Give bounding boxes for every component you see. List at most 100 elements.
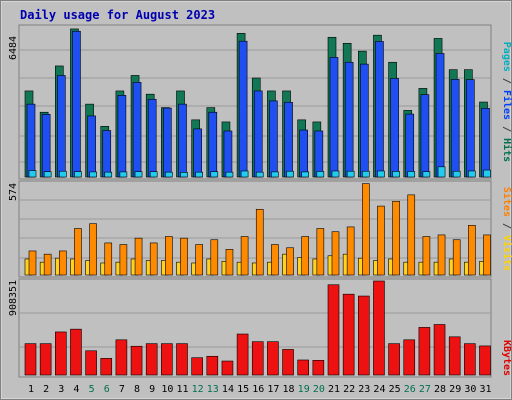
- bar-pages-day-2: [43, 171, 52, 178]
- bar-files-day-24: [375, 41, 384, 178]
- bar-pages-day-31: [483, 169, 491, 178]
- panel-hits-ymax-label: 6484: [8, 36, 19, 60]
- bar-kbytes-day-21: [327, 284, 340, 376]
- bar-pages-day-6: [104, 171, 113, 178]
- bar-files-day-30: [466, 79, 475, 178]
- bar-sites-day-10: [165, 236, 173, 276]
- bar-kbytes-day-2: [39, 343, 52, 376]
- bar-files-day-22: [344, 61, 354, 178]
- bar-files-day-21: [329, 57, 339, 178]
- bar-sites-day-22: [346, 226, 355, 276]
- bar-sites-day-24: [377, 205, 385, 276]
- bar-kbytes-day-19: [297, 359, 310, 376]
- bar-pages-day-26: [407, 171, 416, 178]
- bar-kbytes-day-12: [191, 357, 203, 376]
- bar-sites-day-19: [301, 236, 310, 276]
- bar-files-day-2: [41, 114, 51, 178]
- bar-pages-day-22: [346, 170, 355, 178]
- bar-kbytes-day-31: [479, 345, 491, 376]
- bar-pages-day-30: [468, 170, 476, 178]
- bar-pages-day-19: [301, 171, 310, 178]
- x-tick-label-8: 8: [134, 384, 140, 395]
- bar-sites-day-14: [225, 249, 234, 276]
- bar-kbytes-day-16: [251, 341, 264, 376]
- bar-kbytes-day-22: [342, 293, 355, 376]
- bar-kbytes-day-17: [267, 341, 279, 376]
- bar-kbytes-day-9: [145, 343, 158, 376]
- bar-sites-day-1: [28, 250, 37, 276]
- bar-kbytes-day-7: [115, 339, 128, 376]
- bar-pages-day-21: [331, 170, 340, 178]
- panel-hits-legend: Pages / Files / Hits: [501, 42, 512, 162]
- bar-files-day-28: [435, 53, 445, 178]
- bar-kbytes-day-13: [206, 355, 219, 376]
- x-tick-label-27: 27: [419, 384, 431, 395]
- x-tick-label-12: 12: [192, 384, 204, 395]
- x-tick-label-16: 16: [252, 384, 264, 395]
- bar-pages-day-7: [119, 171, 128, 178]
- x-tick-label-4: 4: [73, 384, 79, 395]
- bar-files-day-11: [178, 103, 187, 178]
- x-tick-label-3: 3: [58, 384, 64, 395]
- x-tick-label-24: 24: [373, 384, 385, 395]
- x-axis-labels: 1 2 3 4 5 6 7 8 9 10 11 12 13 14 15 16 17 18 19 20 21 22 23 24 2…: [28, 384, 492, 395]
- bar-files-day-29: [450, 79, 460, 178]
- bar-pages-day-16: [255, 171, 264, 178]
- bar-sites-day-25: [392, 200, 400, 276]
- bar-kbytes-day-6: [100, 358, 113, 376]
- bar-kbytes-day-15: [236, 333, 249, 376]
- bar-sites-day-18: [286, 247, 294, 276]
- x-tick-label-11: 11: [176, 384, 188, 395]
- bar-files-day-1: [26, 103, 36, 178]
- bar-sites-day-12: [195, 244, 203, 276]
- bar-files-day-25: [390, 78, 399, 178]
- bar-sites-day-28: [437, 234, 446, 276]
- bar-kbytes-day-24: [373, 280, 385, 376]
- legend-kbytes: KBytes: [501, 340, 512, 376]
- panel-visits-legend: Sites / Visits: [501, 187, 512, 271]
- bar-kbytes-day-14: [221, 360, 234, 376]
- bar-kbytes-day-5: [85, 350, 97, 376]
- panel-kbytes-legend: KBytes: [501, 340, 512, 376]
- bar-pages-day-25: [392, 171, 400, 178]
- bar-kbytes-day-10: [161, 343, 173, 376]
- bar-files-day-20: [314, 130, 324, 178]
- bar-pages-day-18: [286, 170, 294, 178]
- x-tick-label-5: 5: [89, 384, 95, 395]
- bar-kbytes-day-1: [24, 343, 37, 376]
- bar-files-day-31: [481, 107, 490, 178]
- bar-files-day-8: [132, 82, 142, 178]
- bar-kbytes-day-30: [464, 343, 476, 376]
- legend-visits: Visits: [501, 235, 512, 271]
- bar-kbytes-day-28: [433, 324, 446, 376]
- bar-sites-day-27: [422, 236, 431, 276]
- panel-kbytes-ymax-label: 908351: [8, 280, 19, 316]
- bar-pages-day-13: [210, 171, 219, 178]
- legend-sites: Sites: [501, 187, 512, 217]
- bar-files-day-19: [299, 129, 309, 178]
- bar-files-day-4: [72, 30, 81, 178]
- bar-kbytes-day-29: [448, 336, 461, 376]
- bar-kbytes-day-27: [418, 327, 431, 376]
- bar-pages-day-23: [361, 170, 370, 178]
- bar-kbytes-day-4: [70, 328, 82, 376]
- bar-sites-day-4: [74, 228, 82, 276]
- bar-pages-day-20: [316, 171, 325, 178]
- x-tick-label-25: 25: [389, 384, 401, 395]
- bar-files-day-15: [238, 40, 248, 178]
- bar-kbytes-day-23: [357, 295, 370, 376]
- bar-kbytes-day-20: [312, 360, 325, 376]
- x-tick-label-26: 26: [404, 384, 416, 395]
- bar-kbytes-day-18: [282, 349, 294, 376]
- bar-sites-day-8: [134, 237, 143, 276]
- x-tick-label-23: 23: [358, 384, 370, 395]
- bar-sites-day-23: [361, 183, 370, 276]
- x-tick-label-14: 14: [222, 384, 234, 395]
- bar-files-day-14: [223, 130, 233, 178]
- bar-files-day-13: [208, 111, 218, 178]
- chart-title: Daily usage for August 2023: [20, 8, 215, 22]
- bar-files-day-26: [405, 113, 415, 178]
- bar-pages-day-14: [225, 171, 234, 178]
- x-tick-label-18: 18: [283, 384, 295, 395]
